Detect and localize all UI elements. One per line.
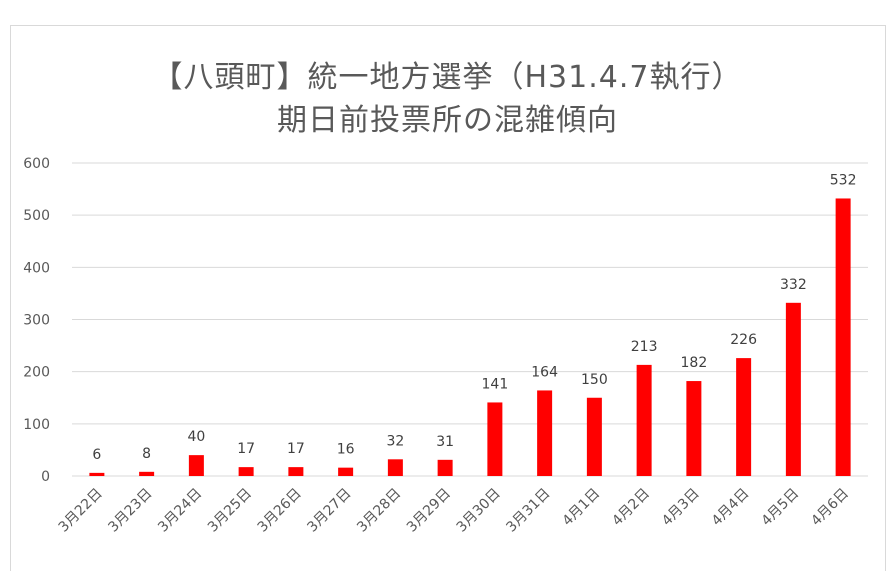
y-tick-label: 500 <box>23 208 50 224</box>
chart-title-line-2: 期日前投票所の混雑傾向 <box>277 103 618 138</box>
bar <box>835 198 851 476</box>
bar <box>238 467 254 476</box>
x-tick-label: 3月22日 <box>56 486 106 536</box>
data-label: 164 <box>531 364 558 380</box>
x-tick-label: 3月25日 <box>205 486 255 536</box>
bar <box>537 390 553 476</box>
x-tick-label: 3月28日 <box>354 486 404 536</box>
bar <box>288 467 304 476</box>
bar <box>487 402 503 476</box>
x-tick-label: 3月30日 <box>454 486 504 536</box>
data-label: 182 <box>681 355 708 371</box>
data-label: 226 <box>730 332 757 348</box>
y-tick-label: 200 <box>23 365 50 381</box>
bar <box>89 472 105 476</box>
data-label: 31 <box>436 434 454 450</box>
y-tick-label: 600 <box>23 156 50 172</box>
data-label: 40 <box>187 429 205 445</box>
x-tick-label: 4月5日 <box>758 486 802 530</box>
data-label: 17 <box>287 441 305 457</box>
data-label: 213 <box>631 339 658 355</box>
x-tick-label: 3月31日 <box>503 486 553 536</box>
y-tick-label: 300 <box>23 313 50 329</box>
data-label: 332 <box>780 277 807 293</box>
chart-frame <box>10 25 886 571</box>
data-label: 17 <box>237 441 255 457</box>
x-tick-label: 3月26日 <box>255 486 305 536</box>
x-tick-label: 3月29日 <box>404 486 454 536</box>
data-label: 16 <box>337 442 355 458</box>
data-label: 532 <box>830 172 857 188</box>
data-label: 32 <box>386 433 404 449</box>
bar <box>686 381 702 476</box>
data-label: 150 <box>581 372 608 388</box>
x-tick-label: 4月1日 <box>559 486 603 530</box>
x-tick-label: 3月27日 <box>304 486 354 536</box>
data-label: 8 <box>142 446 151 462</box>
bar <box>437 459 453 476</box>
data-label: 141 <box>482 376 509 392</box>
data-label: 6 <box>92 447 101 463</box>
x-tick-label: 3月23日 <box>105 486 155 536</box>
y-tick-label: 400 <box>23 260 50 276</box>
bar <box>785 302 801 476</box>
bar <box>188 455 204 476</box>
x-tick-label: 4月2日 <box>609 486 653 530</box>
bar <box>387 459 403 476</box>
x-tick-label: 4月6日 <box>808 486 852 530</box>
chart-title-line-1: 【八頭町】統一地方選挙（H31.4.7執行） <box>152 60 743 95</box>
x-tick-label: 4月4日 <box>709 486 753 530</box>
bar <box>636 364 652 476</box>
y-tick-label: 0 <box>41 469 50 485</box>
bar <box>139 471 155 476</box>
bar <box>338 467 354 476</box>
x-tick-label: 4月3日 <box>659 486 703 530</box>
y-tick-label: 100 <box>23 417 50 433</box>
bar <box>586 397 602 476</box>
bar <box>736 358 752 476</box>
x-tick-label: 3月24日 <box>155 486 205 536</box>
